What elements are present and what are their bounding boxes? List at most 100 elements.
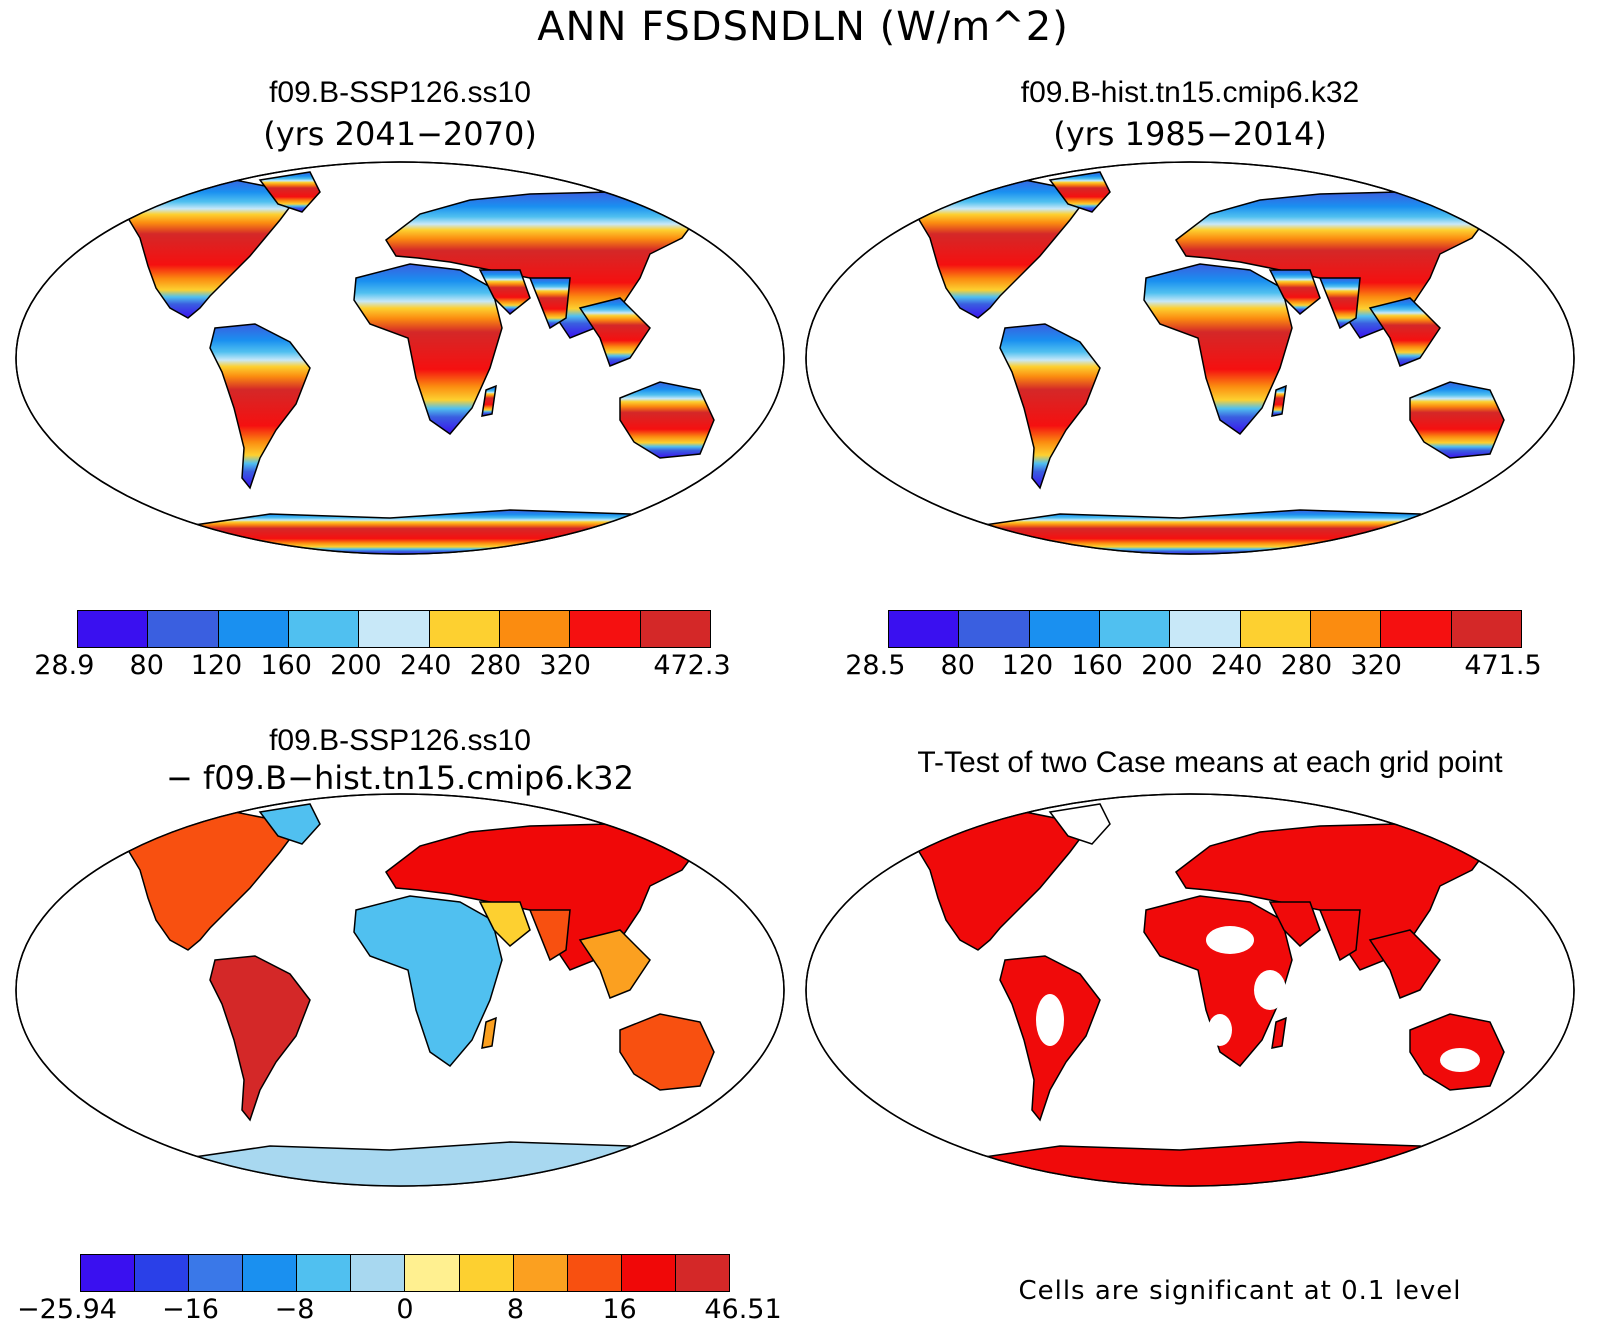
land-namerica [100, 809, 297, 951]
colorbar-swatch [189, 1255, 244, 1291]
colorbar-swatch [1099, 611, 1171, 647]
land-africa [353, 263, 503, 436]
land-samerica [209, 955, 311, 1122]
colorbar-tick-label: −8 [274, 1294, 315, 1325]
land-arabia [1268, 269, 1321, 316]
land-australia [619, 381, 715, 459]
colorbar-tick-label: 280 [1280, 650, 1333, 681]
colorbar-swatch [567, 1255, 622, 1291]
colorbar-tick-label: 8 [506, 1294, 525, 1325]
colorbar-tick-label: 80 [129, 650, 164, 681]
map-ttest [805, 793, 1575, 1187]
colorbar-tick-label: 160 [260, 650, 312, 681]
land-australia [619, 1013, 715, 1091]
nonsignificant-region [1208, 1014, 1232, 1046]
land-namerica [890, 809, 1087, 951]
colorbar-swatch [1310, 611, 1382, 647]
land-samerica [999, 323, 1101, 490]
land-madagascar [1271, 1016, 1287, 1049]
colorbar-historical [888, 610, 1522, 648]
land-madagascar [481, 1016, 497, 1049]
colorbar-tick-label: 0 [396, 1294, 414, 1325]
land-greenland [258, 803, 321, 845]
land-greenland [258, 171, 321, 213]
colorbar-swatch [218, 611, 289, 647]
nonsignificant-region [1206, 926, 1254, 954]
colorbar-tick-label: 28.9 [34, 650, 95, 681]
colorbar-swatch [675, 1255, 729, 1291]
colorbar-swatch [1029, 611, 1100, 647]
colorbar-swatch [640, 611, 710, 647]
colorbar-tick-label: 16 [602, 1294, 637, 1325]
land-madagascar [481, 384, 497, 417]
colorbar-tick-label: 80 [940, 650, 975, 681]
colorbar-swatch [429, 611, 500, 647]
land-arabia [478, 901, 531, 948]
figure-title: ANN FSDSNDLN (W/m^2) [537, 4, 1069, 50]
colorbar-tick-label: 472.3 [653, 650, 731, 681]
colorbar-swatch [1451, 611, 1521, 647]
panel-ttest-title: T-Test of two Case means at each grid po… [917, 746, 1503, 779]
colorbar-tick-label: 240 [399, 650, 452, 681]
land-africa [353, 895, 503, 1068]
land-india [1318, 277, 1361, 330]
land-seasia [578, 297, 651, 367]
land-madagascar [1271, 384, 1287, 417]
colorbar-swatch [81, 1255, 136, 1291]
colorbar-swatch [621, 1255, 676, 1291]
colorbar-swatch [499, 611, 571, 647]
land-india [528, 277, 571, 330]
colorbar-swatch [570, 611, 641, 647]
colorbar-swatch [1381, 611, 1452, 647]
colorbar-swatch [135, 1255, 190, 1291]
land-arabia [1268, 901, 1321, 948]
nonsignificant-region [1254, 970, 1286, 1010]
panel-diff-minus-title: − f09.B−hist.tn15.cmip6.k32 [166, 759, 634, 797]
land-india [1318, 909, 1361, 962]
panel-diff-case-title: f09.B-SSP126.ss10 [269, 724, 531, 757]
nonsignificant-region [1440, 1048, 1480, 1072]
colorbar-swatch [1170, 611, 1241, 647]
colorbar-tick-label: −25.94 [17, 1294, 117, 1325]
colorbar-tick-label: 320 [539, 650, 591, 681]
land-seasia [1368, 297, 1441, 367]
colorbar-swatch [405, 1255, 460, 1291]
land-india [528, 909, 571, 962]
colorbar-swatch [513, 1255, 568, 1291]
land-australia [1409, 381, 1505, 459]
colorbar-tick-label: 200 [330, 650, 382, 681]
colorbar-future [77, 610, 711, 648]
colorbar-tick-label: −16 [162, 1294, 219, 1325]
land-seasia [578, 929, 651, 999]
land-africa [1143, 895, 1293, 1068]
panel-hist-years: (yrs 1985−2014) [1053, 115, 1327, 153]
land-greenland [1048, 803, 1111, 845]
colorbar-swatch [351, 1255, 406, 1291]
colorbar-tick-label: 28.5 [845, 650, 906, 681]
colorbar-swatch [243, 1255, 298, 1291]
panel-hist-case-title: f09.B-hist.tn15.cmip6.k32 [1020, 76, 1360, 109]
map-difference [15, 793, 785, 1187]
map-historical [805, 161, 1575, 555]
colorbar-swatch [359, 611, 430, 647]
colorbar-swatch [148, 611, 219, 647]
colorbar-tick-label: 240 [1210, 650, 1263, 681]
colorbar-swatch [297, 1255, 352, 1291]
colorbar-tick-label: 280 [469, 650, 522, 681]
land-seasia [1368, 929, 1441, 999]
land-greenland [1048, 171, 1111, 213]
significance-note: Cells are significant at 0.1 level [1018, 1276, 1462, 1306]
land-samerica [209, 323, 311, 490]
colorbar-tick-label: 471.5 [1464, 650, 1542, 681]
colorbar-tick-label: 200 [1141, 650, 1193, 681]
colorbar-tick-label: 46.51 [704, 1294, 782, 1325]
colorbar-swatch [889, 611, 960, 647]
colorbar-tick-label: 120 [190, 650, 243, 681]
nonsignificant-region [1036, 994, 1064, 1046]
land-arabia [478, 269, 531, 316]
land-africa [1143, 263, 1293, 436]
land-namerica [100, 177, 297, 319]
colorbar-tick-label: 120 [1001, 650, 1054, 681]
panel-future-case-title: f09.B-SSP126.ss10 [269, 76, 531, 109]
land-namerica [890, 177, 1087, 319]
